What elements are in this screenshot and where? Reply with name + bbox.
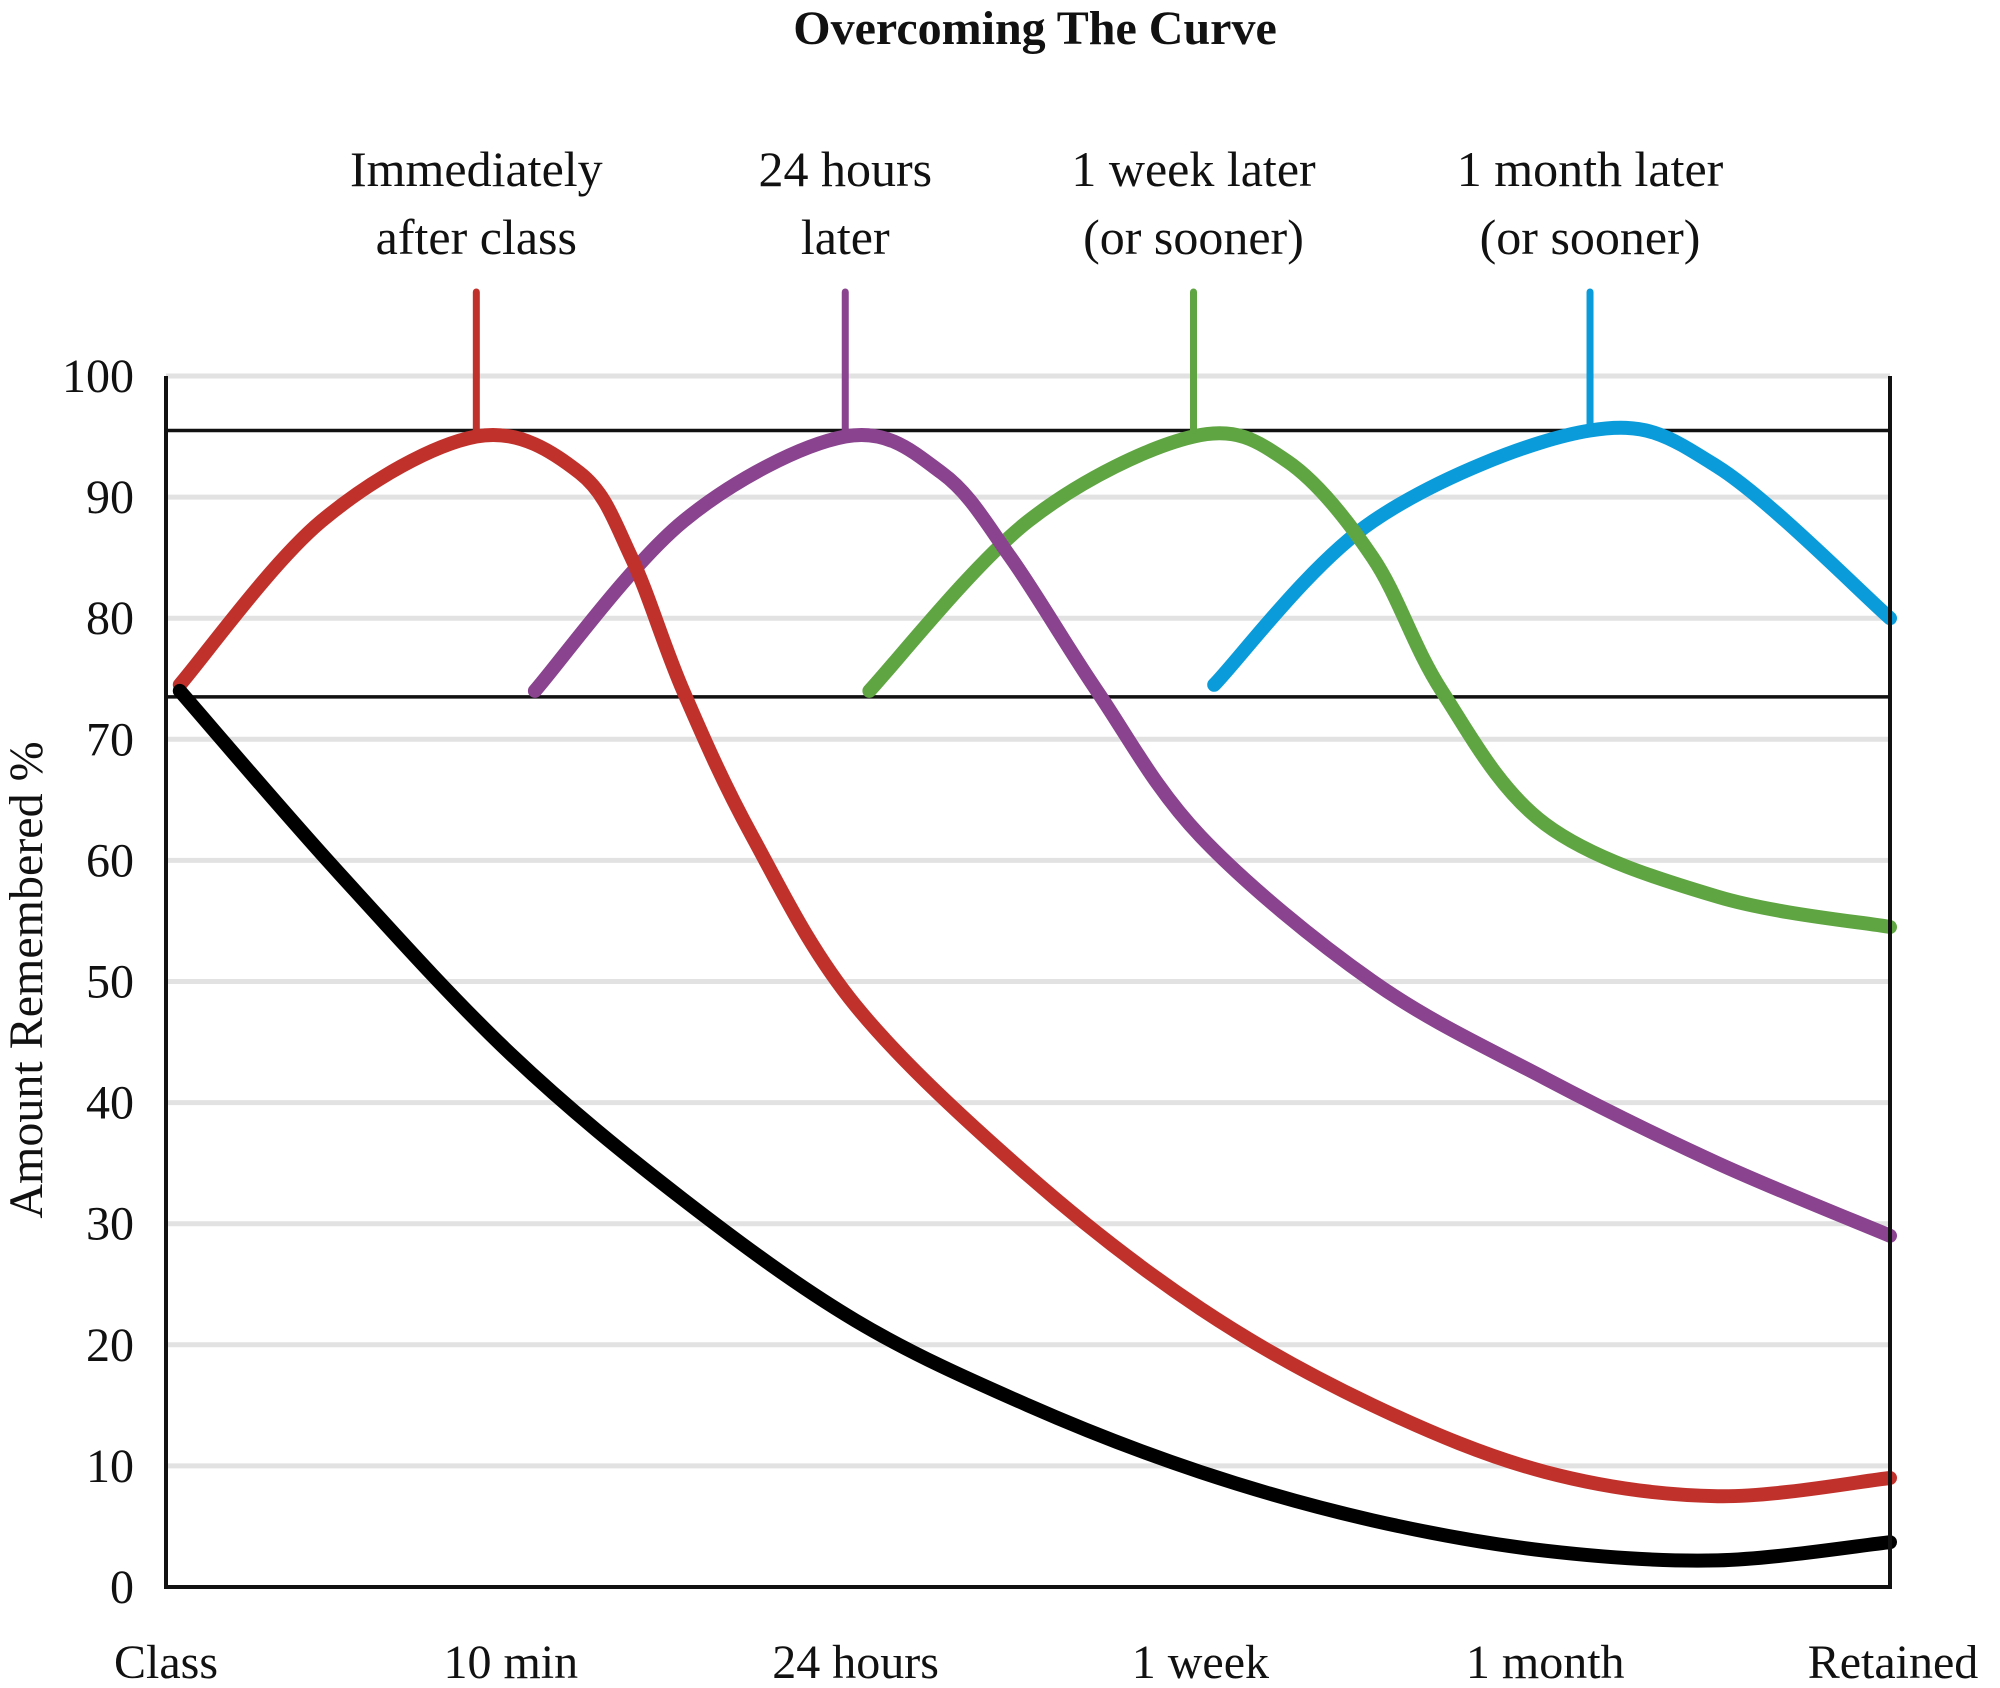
review-label: (or sooner) — [1480, 209, 1701, 265]
y-tick-label: 80 — [86, 592, 134, 645]
chart-title: Overcoming The Curve — [793, 2, 1277, 55]
review-label: after class — [376, 209, 577, 265]
chart-frame — [164, 376, 1892, 1589]
y-tick-label: 100 — [62, 350, 134, 403]
retention-curve-1 — [172, 428, 1897, 1504]
review-label: 1 week later — [1071, 141, 1316, 197]
x-tick-label: 1 month — [1466, 1636, 1625, 1688]
review-label: later — [801, 209, 890, 265]
y-axis-label: Amount Remembered % — [0, 741, 53, 1218]
review-label: (or sooner) — [1083, 209, 1304, 265]
y-tick-label: 60 — [86, 834, 134, 887]
retention-curve-4 — [1207, 420, 1897, 692]
review-label: 1 month later — [1457, 141, 1724, 197]
y-tick-label: 10 — [86, 1440, 134, 1493]
y-tick-label: 0 — [110, 1561, 134, 1614]
retention-curve-3 — [862, 426, 1897, 934]
review-label: 24 hours — [758, 141, 932, 197]
retention-curve-2 — [527, 428, 1897, 1243]
x-tick-label: 24 hours — [772, 1636, 939, 1688]
x-tick-label: 10 min — [443, 1636, 578, 1688]
y-tick-label: 20 — [86, 1319, 134, 1372]
review-label: Immediately — [350, 141, 603, 197]
y-tick-label: 40 — [86, 1077, 134, 1130]
y-tick-label: 90 — [86, 471, 134, 524]
y-tick-label: 70 — [86, 713, 134, 766]
y-tick-label: 30 — [86, 1198, 134, 1251]
retention-curve-0 — [172, 683, 1897, 1568]
x-tick-label: 1 week — [1132, 1636, 1269, 1688]
x-tick-label: Retained — [1808, 1636, 1979, 1688]
y-tick-label: 50 — [86, 956, 134, 1009]
x-tick-label: Class — [114, 1636, 218, 1688]
